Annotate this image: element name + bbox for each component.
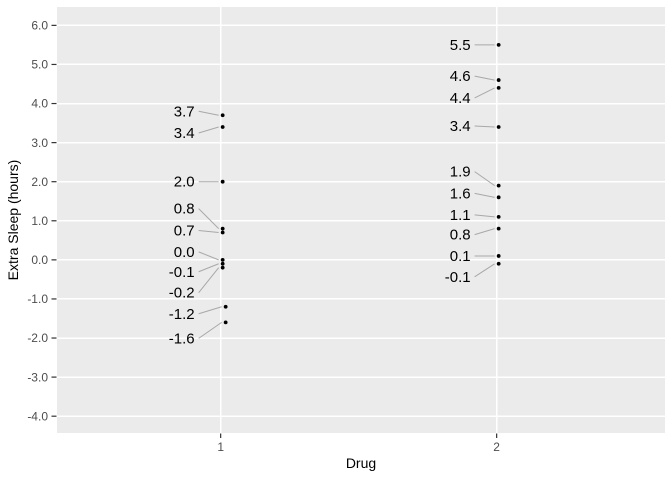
- data-point: [496, 86, 501, 90]
- y-axis-title: Extra Sleep (hours): [5, 159, 21, 281]
- data-point: [220, 265, 225, 270]
- data-point: [223, 304, 228, 309]
- data-point-label: 1.1: [450, 207, 471, 224]
- data-point: [220, 226, 225, 231]
- y-axis-tick-label: -2.0: [27, 331, 48, 345]
- label-leader-line: [198, 110, 219, 116]
- data-points: [496, 43, 501, 266]
- label-leader-line: [198, 321, 222, 339]
- data-point-label: -0.1: [169, 264, 195, 281]
- label-leader-line: [474, 87, 495, 99]
- label-leader-line: [198, 306, 222, 315]
- y-axis-tick-label: 5.0: [31, 58, 48, 72]
- gridlines: [57, 7, 665, 433]
- data-point-labels: 3.7 3.4 2.0 0.8 0.7 0.0 -0.1 -0.2 -1.2 -1.6: [169, 103, 195, 347]
- data-point: [496, 195, 501, 200]
- data-point-label: 3.7: [174, 103, 195, 120]
- data-point: [496, 214, 501, 219]
- data-point: [496, 183, 501, 188]
- data-point-label: 2.0: [174, 174, 195, 191]
- data-point-label: 0.0: [174, 244, 195, 261]
- data-point-label: 4.4: [450, 90, 471, 107]
- y-axis-tick-label: 0.0: [31, 253, 48, 267]
- y-axis-tick-label: 6.0: [31, 19, 48, 33]
- series-drug-2: 5.5 4.6 4.4 3.4 1.9 1.6 1.1 0.8 0.1 -0.1: [445, 37, 501, 286]
- x-axis-tick-label: 1: [217, 440, 224, 454]
- y-axis-tick-label: 4.0: [31, 97, 48, 111]
- label-leader-line: [198, 251, 219, 261]
- x-axis-title: Drug: [345, 455, 377, 471]
- data-point: [496, 78, 501, 82]
- y-axis-tick-label: -4.0: [27, 409, 48, 423]
- y-axis-tick-label: 1.0: [31, 214, 48, 228]
- panel-background: [57, 7, 665, 433]
- data-point: [223, 320, 228, 325]
- data-point: [220, 179, 225, 184]
- label-leader-line: [474, 192, 495, 198]
- data-point: [496, 226, 501, 231]
- label-leader-line: [474, 125, 495, 128]
- data-point: [220, 261, 225, 266]
- data-point-labels: 5.5 4.6 4.4 3.4 1.9 1.6 1.1 0.8 0.1 -0.1: [445, 37, 471, 286]
- data-point: [220, 125, 225, 129]
- data-point-label: 1.9: [450, 164, 471, 181]
- data-point-label: 0.8: [174, 201, 195, 218]
- label-leader-line: [474, 263, 495, 278]
- data-point-label: 3.4: [450, 118, 471, 135]
- y-axis-tick-label: -1.0: [27, 292, 48, 306]
- label-leader-line: [474, 228, 495, 236]
- label-leader-line: [198, 230, 219, 234]
- label-leader-line: [474, 171, 495, 187]
- data-point-label: 1.6: [450, 185, 471, 202]
- label-leader-line: [474, 214, 495, 218]
- data-point: [220, 113, 225, 118]
- data-point-label: -0.1: [445, 269, 471, 286]
- x-axis-tick-label: 2: [493, 440, 500, 454]
- data-point: [496, 254, 501, 258]
- y-axis-tick-label: 3.0: [31, 136, 48, 150]
- data-point-label: 0.1: [450, 248, 471, 265]
- data-point-label: -1.2: [169, 306, 195, 323]
- axis-ticks: [51, 24, 498, 438]
- y-axis-tick-label: 2.0: [31, 175, 48, 189]
- data-point-label: 3.4: [174, 125, 195, 142]
- data-point-label: -0.2: [169, 285, 195, 302]
- data-point: [496, 261, 501, 266]
- data-point: [220, 230, 225, 235]
- data-point: [220, 257, 225, 262]
- label-leader-line: [198, 267, 220, 293]
- y-axis-labels: 6.0 5.0 4.0 3.0 2.0 1.0 0.0 -1.0 -2.0 -3.0 -4.0: [27, 19, 48, 424]
- label-leader-line: [198, 208, 220, 229]
- data-point-label: 4.6: [450, 68, 471, 85]
- data-point: [496, 43, 501, 47]
- data-point-label: -1.6: [169, 330, 195, 347]
- data-point-label: 0.7: [174, 223, 195, 240]
- y-axis-tick-label: -3.0: [27, 370, 48, 384]
- series-drug-1: 3.7 3.4 2.0 0.8 0.7 0.0 -0.1 -0.2 -1.2 -1.6: [169, 103, 228, 347]
- label-leader-line: [198, 126, 219, 134]
- leader-lines: [198, 110, 222, 339]
- leader-lines: [474, 44, 495, 278]
- label-leader-line: [198, 263, 219, 273]
- data-point-label: 5.5: [450, 37, 471, 54]
- data-points: [220, 113, 228, 325]
- label-leader-line: [474, 75, 495, 81]
- data-point-label: 0.8: [450, 227, 471, 244]
- data-point: [496, 125, 501, 129]
